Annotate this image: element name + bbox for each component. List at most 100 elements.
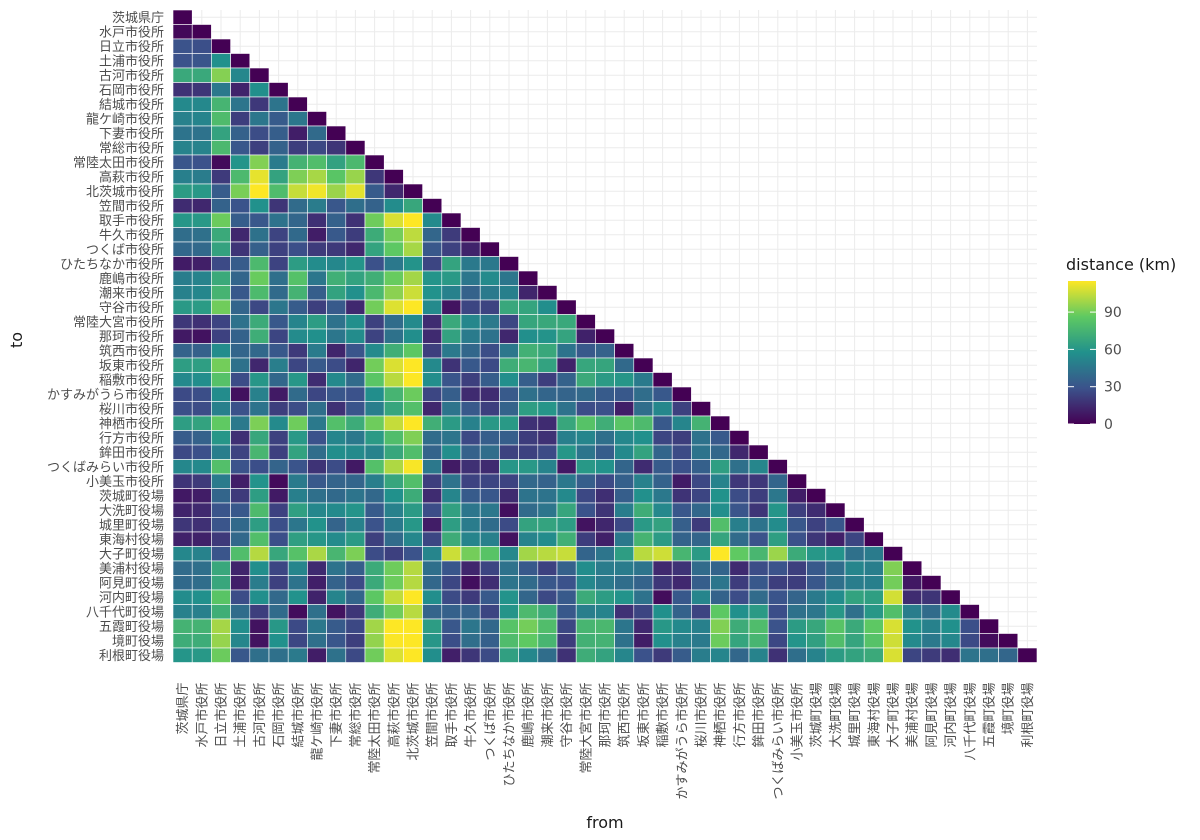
heatmap-cell	[767, 647, 788, 663]
heatmap-cell	[441, 212, 462, 228]
heatmap-cell	[499, 647, 519, 663]
heatmap-cell	[825, 546, 846, 562]
heatmap-cell	[326, 140, 347, 156]
heatmap-cell	[403, 256, 423, 272]
heatmap-cell	[479, 473, 500, 489]
heatmap-cell	[518, 517, 539, 533]
heatmap-cell	[230, 256, 251, 272]
heatmap-cell	[268, 125, 289, 141]
heatmap-cell	[806, 618, 827, 634]
heatmap-cell	[364, 531, 385, 547]
heatmap-cell	[230, 285, 251, 301]
heatmap-cell	[191, 140, 212, 156]
heatmap-cell	[518, 415, 539, 431]
heatmap-cell	[249, 241, 270, 257]
heatmap-cell	[518, 357, 539, 373]
heatmap-cell	[230, 401, 251, 417]
heatmap-cell	[518, 270, 539, 286]
heatmap-cell	[172, 154, 193, 170]
heatmap-cell	[211, 154, 231, 170]
heatmap-cell	[211, 372, 231, 388]
heatmap-cell	[230, 517, 251, 533]
heatmap-cell	[595, 415, 615, 431]
heatmap-cell	[460, 560, 481, 576]
heatmap-cell	[326, 125, 347, 141]
heatmap-cell	[518, 401, 539, 417]
heatmap-cell	[710, 488, 731, 504]
heatmap-cell	[403, 575, 423, 591]
legend-tick-label: 60	[1104, 342, 1122, 358]
heatmap-cell	[575, 502, 596, 518]
heatmap-cell	[191, 67, 212, 83]
heatmap-cell	[249, 430, 270, 446]
heatmap-cell	[748, 589, 769, 605]
heatmap-cell	[326, 357, 347, 373]
heatmap-cell	[211, 401, 231, 417]
heatmap-cell	[537, 415, 558, 431]
heatmap-cell	[979, 618, 999, 634]
y-tick-label: 石岡市役所	[99, 82, 164, 98]
x-tick-label: 結城市役所	[290, 683, 306, 748]
heatmap-cell	[652, 604, 673, 620]
legend-tick-label: 90	[1104, 305, 1122, 321]
heatmap-cell	[211, 285, 231, 301]
heatmap-cell	[614, 502, 635, 518]
heatmap-cell	[211, 357, 231, 373]
heatmap-cell	[326, 633, 347, 649]
heatmap-cell	[172, 604, 193, 620]
heatmap-cell	[307, 430, 327, 446]
heatmap-cell	[307, 502, 327, 518]
heatmap-cell	[671, 502, 692, 518]
heatmap-cell	[537, 633, 558, 649]
x-tick-label: 北茨城市役所	[406, 683, 422, 761]
heatmap-cell	[614, 473, 635, 489]
heatmap-cell	[537, 589, 558, 605]
x-tick-label: 八千代町役場	[963, 683, 978, 761]
heatmap-cell	[652, 647, 673, 663]
heatmap-cell	[345, 299, 366, 315]
heatmap-cell	[307, 212, 327, 228]
heatmap-cell	[230, 96, 251, 112]
heatmap-cell	[230, 227, 251, 243]
y-tick-label: 潮来市役所	[99, 285, 164, 301]
heatmap-cell	[518, 647, 539, 663]
heatmap-cell	[307, 154, 327, 170]
heatmap-cell	[230, 154, 251, 170]
heatmap-cell	[518, 618, 539, 634]
heatmap-cell	[268, 285, 289, 301]
heatmap-cell	[364, 256, 385, 272]
y-tick-label: 茨城県庁	[112, 11, 164, 26]
heatmap-cell	[287, 169, 308, 185]
heatmap-cell	[287, 96, 308, 112]
heatmap-cell	[767, 560, 788, 576]
heatmap-cell	[268, 560, 289, 576]
heatmap-cell	[403, 285, 423, 301]
heatmap-cell	[556, 517, 577, 533]
heatmap-cell	[595, 444, 615, 460]
heatmap-cell	[575, 328, 596, 344]
heatmap-cell	[287, 154, 308, 170]
heatmap-cell	[268, 299, 289, 315]
heatmap-cell	[268, 227, 289, 243]
heatmap-cell	[710, 531, 731, 547]
heatmap-cell	[575, 314, 596, 330]
heatmap-cell	[383, 299, 404, 315]
heatmap-cell	[307, 415, 327, 431]
heatmap-cell	[307, 111, 327, 127]
heatmap-cell	[172, 256, 193, 272]
heatmap-cell	[614, 647, 635, 663]
heatmap-cell	[230, 531, 251, 547]
x-tick-label: 桜川市役所	[694, 683, 710, 748]
heatmap-cell	[748, 444, 769, 460]
heatmap-cell	[806, 647, 827, 663]
heatmap-cell	[268, 401, 289, 417]
heatmap-cell	[441, 227, 462, 243]
heatmap-cell	[710, 415, 731, 431]
heatmap-cell	[268, 633, 289, 649]
heatmap-cell	[499, 517, 519, 533]
heatmap-cell	[345, 198, 366, 214]
heatmap-cell	[652, 517, 673, 533]
heatmap-cell	[479, 560, 500, 576]
heatmap-cell	[595, 372, 615, 388]
heatmap-cell	[268, 154, 289, 170]
